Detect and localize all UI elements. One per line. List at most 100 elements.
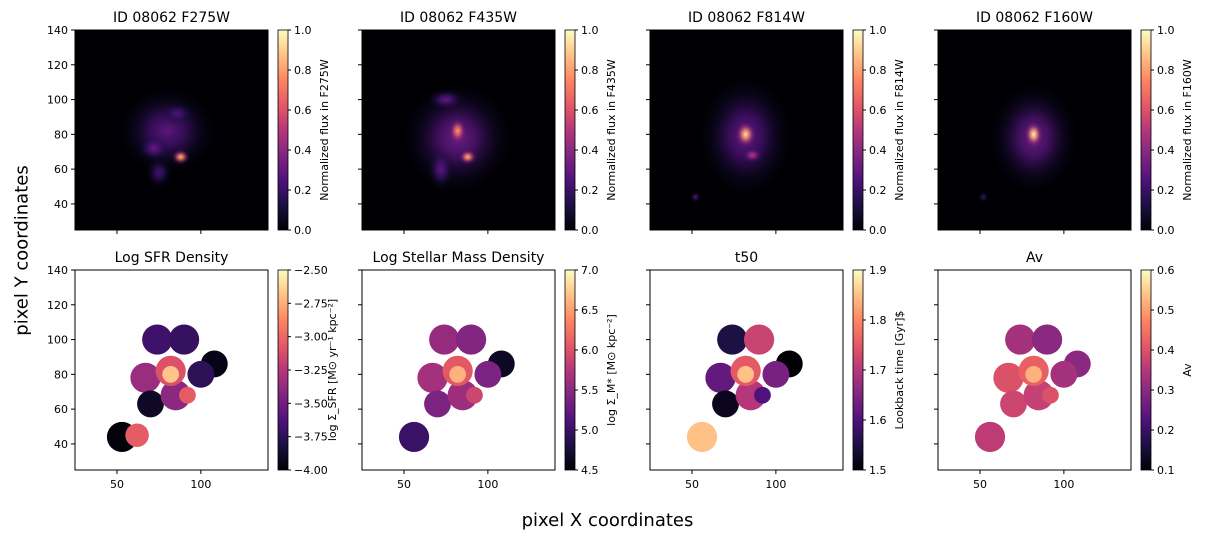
colorbar-tick-label: 0.4 bbox=[294, 144, 312, 157]
y-tick-label: 120 bbox=[47, 299, 68, 312]
colorbar-tick-label: −4.00 bbox=[294, 464, 328, 477]
colorbar-tick-label: 1.9 bbox=[869, 264, 887, 277]
panel-3: ID 08062 F814W 0.0 0.2 0.4 0.6 0.8 1.0 Normaliz… bbox=[646, 10, 906, 237]
flux-blob bbox=[427, 147, 455, 191]
panel-title: Av bbox=[1026, 250, 1043, 266]
bin-region bbox=[187, 360, 215, 388]
x-tick-label: 100 bbox=[190, 478, 211, 491]
panel-title: Log Stellar Mass Density bbox=[373, 250, 545, 266]
flux-blob bbox=[427, 88, 465, 111]
x-tick-label: 50 bbox=[685, 478, 699, 491]
x-tick-label: 50 bbox=[973, 478, 987, 491]
colorbar-tick-label: 4.5 bbox=[581, 464, 599, 477]
bin-region bbox=[137, 390, 164, 418]
axes-frame bbox=[361, 29, 556, 231]
y-tick-label: 140 bbox=[47, 24, 68, 37]
bin-region bbox=[754, 386, 771, 404]
panel-6: Log Stellar Mass Density 50 100 4.5 5.0 5.5 6.… bbox=[358, 250, 618, 491]
y-tick-label: 60 bbox=[54, 403, 68, 416]
bin-region bbox=[424, 390, 451, 418]
colorbar-tick-label: 7.0 bbox=[581, 264, 599, 277]
colorbar-tick-label: 1.0 bbox=[869, 24, 887, 37]
colorbar-tick-label: 0.4 bbox=[1157, 344, 1175, 357]
colorbar-tick-label: 0.2 bbox=[1157, 424, 1175, 437]
flux-blob bbox=[448, 117, 468, 145]
bin-region bbox=[993, 362, 1024, 393]
colorbar bbox=[564, 269, 576, 471]
colorbar-tick-label: 6.5 bbox=[581, 304, 599, 317]
bin-region bbox=[130, 362, 161, 393]
colorbar bbox=[564, 29, 576, 231]
panel-title: ID 08062 F160W bbox=[976, 10, 1093, 26]
colorbar-label: Normalized flux in F160W bbox=[1181, 59, 1194, 201]
colorbar-tick-label: 0.8 bbox=[869, 64, 887, 77]
image-layer bbox=[106, 324, 228, 453]
colorbar-tick-label: 0.4 bbox=[1157, 144, 1175, 157]
flux-blob bbox=[1024, 120, 1044, 148]
bin-region bbox=[1025, 365, 1043, 383]
y-tick-label: 100 bbox=[47, 334, 68, 347]
bin-region bbox=[743, 324, 775, 355]
colorbar-tick-label: 0.0 bbox=[869, 224, 887, 237]
y-tick-label: 40 bbox=[54, 198, 68, 211]
flux-blob bbox=[734, 120, 757, 148]
colorbar-tick-label: 0.2 bbox=[294, 184, 312, 197]
colorbar bbox=[1140, 269, 1152, 471]
colorbar-tick-label: 0.8 bbox=[294, 64, 312, 77]
bin-region bbox=[1031, 324, 1063, 355]
colorbar-tick-label: −2.50 bbox=[294, 264, 328, 277]
colorbar-tick-label: 0.3 bbox=[1157, 384, 1175, 397]
axes-frame bbox=[649, 29, 844, 231]
bin-region bbox=[1023, 380, 1054, 411]
colorbar-tick-label: 1.7 bbox=[869, 364, 887, 377]
x-tick-label: 50 bbox=[397, 478, 411, 491]
image-layer bbox=[974, 324, 1091, 453]
colorbar-tick-label: −3.25 bbox=[294, 364, 328, 377]
colorbar-tick-label: 5.0 bbox=[581, 424, 599, 437]
flux-blob bbox=[689, 191, 701, 203]
axes-frame bbox=[937, 29, 1132, 231]
bin-region bbox=[474, 360, 502, 388]
image-layer bbox=[403, 84, 512, 192]
flux-blob bbox=[977, 191, 989, 203]
bin-region bbox=[429, 324, 460, 355]
figure-x-label: pixel X coordinates bbox=[521, 510, 694, 531]
colorbar-label: Lookback time [Gyr]$ bbox=[893, 311, 906, 430]
bin-region bbox=[398, 421, 430, 453]
bin-region bbox=[447, 380, 478, 411]
axes-frame bbox=[74, 29, 269, 231]
x-tick-label: 100 bbox=[765, 478, 786, 491]
bin-region bbox=[160, 380, 191, 411]
panel-title: ID 08062 F814W bbox=[688, 10, 805, 26]
panel-title: t50 bbox=[735, 250, 758, 266]
image-layer bbox=[118, 87, 216, 189]
x-tick-label: 100 bbox=[1053, 478, 1074, 491]
panel-title: ID 08062 F275W bbox=[113, 10, 230, 26]
bin-region bbox=[168, 324, 200, 355]
panel-2: ID 08062 F435W 0.0 0.2 0.4 0.6 0.8 1.0 Normaliz… bbox=[358, 10, 618, 237]
colorbar-tick-label: 0.5 bbox=[1157, 304, 1175, 317]
bin-region bbox=[717, 324, 748, 355]
colorbar-tick-label: 1.0 bbox=[581, 24, 599, 37]
bin-region bbox=[737, 365, 755, 383]
colorbar-tick-label: 0.0 bbox=[1157, 224, 1175, 237]
y-tick-label: 40 bbox=[54, 438, 68, 451]
bin-region bbox=[162, 365, 180, 383]
colorbar-tick-label: 1.5 bbox=[869, 464, 887, 477]
colorbar bbox=[852, 29, 864, 231]
colorbar bbox=[852, 269, 864, 471]
bin-region bbox=[417, 362, 448, 393]
panel-1: ID 08062 F275W 40 60 80 100 120 140 0.0 0.2 0.4 0.… bbox=[47, 10, 331, 237]
colorbar-label: log Σ_SFR [M⊙ yr⁻¹ kpc⁻²] bbox=[326, 299, 339, 441]
bin-region bbox=[142, 324, 173, 355]
colorbar-tick-label: 0.6 bbox=[1157, 264, 1175, 277]
colorbar-tick-label: 5.5 bbox=[581, 384, 599, 397]
bin-region bbox=[179, 386, 196, 404]
flux-blob bbox=[145, 156, 173, 189]
colorbar bbox=[1140, 29, 1152, 231]
x-tick-label: 50 bbox=[110, 478, 124, 491]
flux-blob bbox=[741, 147, 764, 164]
colorbar-tick-label: 0.0 bbox=[294, 224, 312, 237]
colorbar-tick-label: 0.6 bbox=[1157, 104, 1175, 117]
